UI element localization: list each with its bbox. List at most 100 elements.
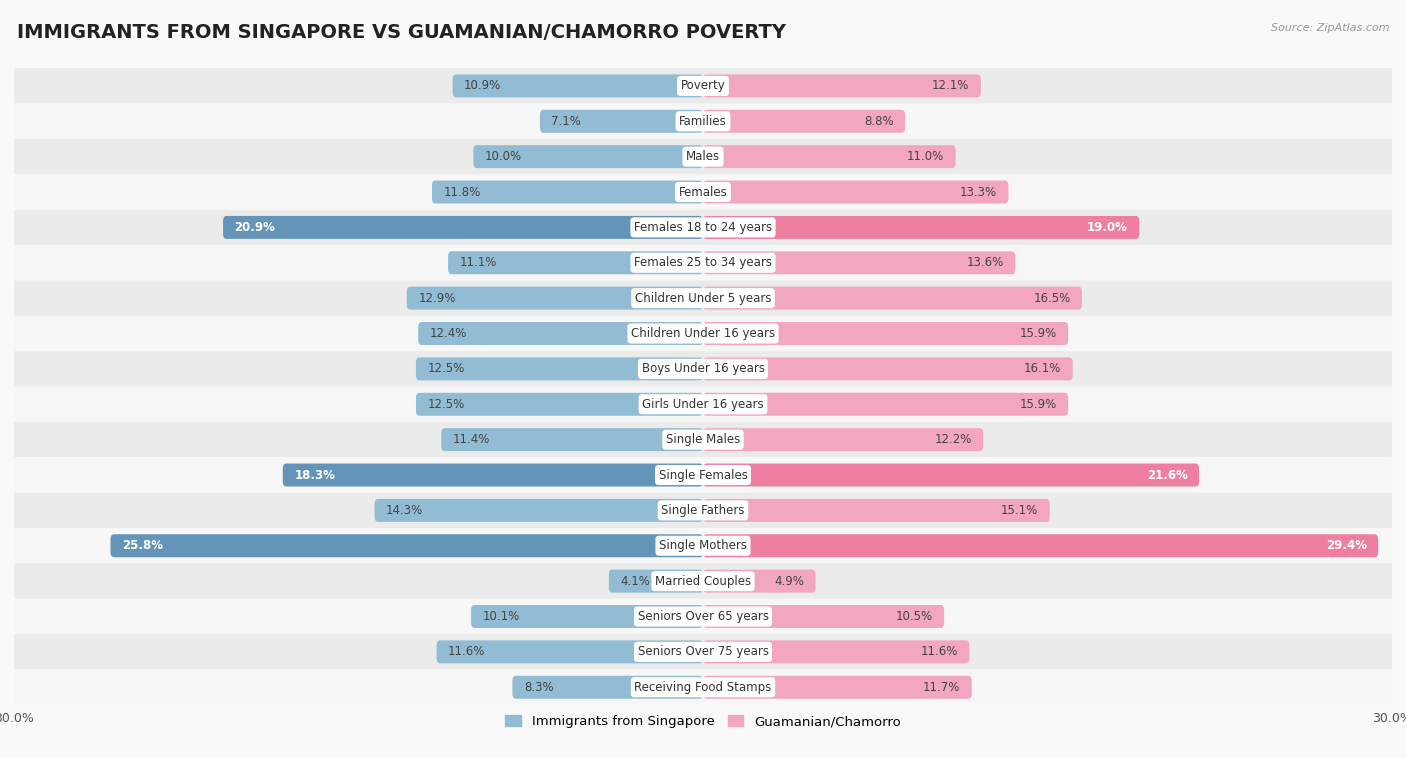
Text: Children Under 5 years: Children Under 5 years — [634, 292, 772, 305]
Text: 15.9%: 15.9% — [1019, 327, 1057, 340]
Text: 11.6%: 11.6% — [449, 645, 485, 659]
Text: Females 25 to 34 years: Females 25 to 34 years — [634, 256, 772, 269]
Text: 11.1%: 11.1% — [460, 256, 496, 269]
FancyBboxPatch shape — [14, 457, 1392, 493]
FancyBboxPatch shape — [14, 563, 1392, 599]
Text: 12.2%: 12.2% — [935, 433, 972, 446]
Text: Boys Under 16 years: Boys Under 16 years — [641, 362, 765, 375]
Text: Families: Families — [679, 114, 727, 128]
FancyBboxPatch shape — [703, 358, 1073, 381]
Text: Girls Under 16 years: Girls Under 16 years — [643, 398, 763, 411]
Text: Single Females: Single Females — [658, 468, 748, 481]
Text: 8.8%: 8.8% — [863, 114, 894, 128]
FancyBboxPatch shape — [406, 287, 703, 310]
Text: Seniors Over 75 years: Seniors Over 75 years — [637, 645, 769, 659]
FancyBboxPatch shape — [111, 534, 703, 557]
FancyBboxPatch shape — [474, 145, 703, 168]
FancyBboxPatch shape — [703, 393, 1069, 415]
FancyBboxPatch shape — [703, 287, 1083, 310]
Text: Single Fathers: Single Fathers — [661, 504, 745, 517]
FancyBboxPatch shape — [224, 216, 703, 239]
Text: 11.6%: 11.6% — [921, 645, 957, 659]
FancyBboxPatch shape — [14, 68, 1392, 104]
Text: 15.1%: 15.1% — [1001, 504, 1038, 517]
FancyBboxPatch shape — [418, 322, 703, 345]
FancyBboxPatch shape — [14, 139, 1392, 174]
Text: 13.6%: 13.6% — [966, 256, 1004, 269]
FancyBboxPatch shape — [703, 428, 983, 451]
Text: 18.3%: 18.3% — [294, 468, 335, 481]
Text: 11.8%: 11.8% — [443, 186, 481, 199]
Text: 21.6%: 21.6% — [1147, 468, 1188, 481]
FancyBboxPatch shape — [432, 180, 703, 204]
FancyBboxPatch shape — [703, 570, 815, 593]
Text: 16.1%: 16.1% — [1024, 362, 1062, 375]
FancyBboxPatch shape — [703, 499, 1050, 522]
Text: 11.7%: 11.7% — [922, 681, 960, 694]
Text: Males: Males — [686, 150, 720, 163]
FancyBboxPatch shape — [449, 252, 703, 274]
FancyBboxPatch shape — [512, 676, 703, 699]
Text: Receiving Food Stamps: Receiving Food Stamps — [634, 681, 772, 694]
Text: 8.3%: 8.3% — [524, 681, 554, 694]
FancyBboxPatch shape — [703, 252, 1015, 274]
FancyBboxPatch shape — [14, 422, 1392, 457]
Text: 12.5%: 12.5% — [427, 398, 464, 411]
FancyBboxPatch shape — [14, 245, 1392, 280]
Text: Single Males: Single Males — [666, 433, 740, 446]
FancyBboxPatch shape — [14, 599, 1392, 634]
Text: 12.5%: 12.5% — [427, 362, 464, 375]
Text: 15.9%: 15.9% — [1019, 398, 1057, 411]
Text: 4.1%: 4.1% — [620, 575, 650, 587]
Text: 10.9%: 10.9% — [464, 80, 502, 92]
FancyBboxPatch shape — [374, 499, 703, 522]
FancyBboxPatch shape — [14, 104, 1392, 139]
Text: 12.9%: 12.9% — [418, 292, 456, 305]
FancyBboxPatch shape — [14, 387, 1392, 422]
Text: 4.9%: 4.9% — [775, 575, 804, 587]
Text: 25.8%: 25.8% — [122, 539, 163, 553]
FancyBboxPatch shape — [703, 145, 956, 168]
FancyBboxPatch shape — [416, 358, 703, 381]
Text: Females 18 to 24 years: Females 18 to 24 years — [634, 221, 772, 234]
FancyBboxPatch shape — [609, 570, 703, 593]
Text: 12.4%: 12.4% — [430, 327, 467, 340]
Text: 11.0%: 11.0% — [907, 150, 945, 163]
Text: Source: ZipAtlas.com: Source: ZipAtlas.com — [1271, 23, 1389, 33]
FancyBboxPatch shape — [14, 280, 1392, 316]
Text: Seniors Over 65 years: Seniors Over 65 years — [637, 610, 769, 623]
Text: 13.3%: 13.3% — [960, 186, 997, 199]
FancyBboxPatch shape — [471, 605, 703, 628]
FancyBboxPatch shape — [703, 676, 972, 699]
FancyBboxPatch shape — [437, 641, 703, 663]
FancyBboxPatch shape — [703, 180, 1008, 204]
Text: IMMIGRANTS FROM SINGAPORE VS GUAMANIAN/CHAMORRO POVERTY: IMMIGRANTS FROM SINGAPORE VS GUAMANIAN/C… — [17, 23, 786, 42]
FancyBboxPatch shape — [14, 174, 1392, 210]
FancyBboxPatch shape — [540, 110, 703, 133]
FancyBboxPatch shape — [14, 493, 1392, 528]
FancyBboxPatch shape — [14, 669, 1392, 705]
Text: 11.4%: 11.4% — [453, 433, 491, 446]
FancyBboxPatch shape — [703, 641, 969, 663]
Text: Single Mothers: Single Mothers — [659, 539, 747, 553]
FancyBboxPatch shape — [14, 634, 1392, 669]
Text: 10.5%: 10.5% — [896, 610, 932, 623]
FancyBboxPatch shape — [283, 463, 703, 487]
FancyBboxPatch shape — [14, 528, 1392, 563]
FancyBboxPatch shape — [416, 393, 703, 415]
Text: Poverty: Poverty — [681, 80, 725, 92]
Text: 29.4%: 29.4% — [1326, 539, 1367, 553]
FancyBboxPatch shape — [703, 322, 1069, 345]
Text: 12.1%: 12.1% — [932, 80, 969, 92]
FancyBboxPatch shape — [703, 216, 1139, 239]
FancyBboxPatch shape — [14, 316, 1392, 351]
Text: Married Couples: Married Couples — [655, 575, 751, 587]
FancyBboxPatch shape — [703, 110, 905, 133]
Text: 10.1%: 10.1% — [482, 610, 520, 623]
Text: Children Under 16 years: Children Under 16 years — [631, 327, 775, 340]
Text: 19.0%: 19.0% — [1087, 221, 1128, 234]
Text: Females: Females — [679, 186, 727, 199]
Text: 20.9%: 20.9% — [235, 221, 276, 234]
FancyBboxPatch shape — [14, 351, 1392, 387]
Legend: Immigrants from Singapore, Guamanian/Chamorro: Immigrants from Singapore, Guamanian/Cha… — [501, 709, 905, 733]
